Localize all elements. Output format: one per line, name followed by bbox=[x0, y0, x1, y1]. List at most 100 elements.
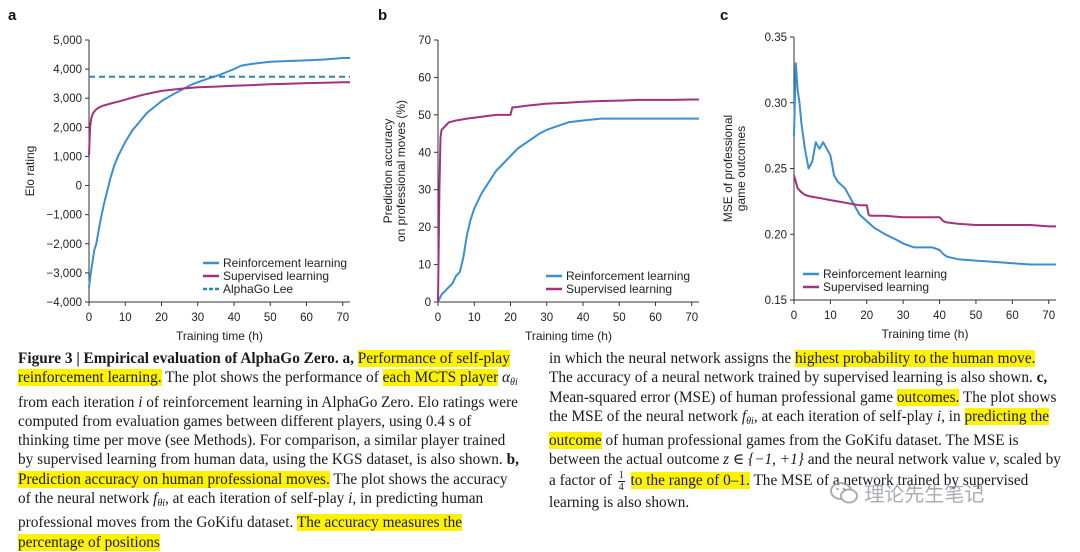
x-tick-label: 40 bbox=[933, 310, 946, 322]
figure-label: Figure 3 | Empirical evaluation of Alpha… bbox=[18, 350, 339, 367]
highlight-prediction-accuracy: Prediction accuracy on human professiona… bbox=[18, 470, 330, 488]
y-tick-label: 1,000 bbox=[53, 151, 82, 163]
symbol-i: i bbox=[348, 490, 353, 508]
symbol-subscript: θi bbox=[510, 377, 518, 389]
caption-text: and the neural network value bbox=[807, 451, 986, 469]
y-axis-label: Prediction accuracy bbox=[381, 119, 395, 224]
caption-text: The plot shows the performance of bbox=[165, 369, 379, 387]
x-tick-label: 10 bbox=[824, 310, 837, 322]
y-axis-label: Elo rating bbox=[23, 146, 37, 197]
caption-text: Mean-squared error (MSE) of human profes… bbox=[549, 388, 894, 406]
x-tick-label: 20 bbox=[860, 310, 873, 322]
highlight-outcomes: outcomes. bbox=[896, 388, 960, 406]
panel-c-ref: c, bbox=[1036, 369, 1048, 387]
symbol-subscript: θi bbox=[746, 415, 754, 427]
highlight-each-mcts-player: each MCTS player bbox=[382, 369, 499, 387]
x-tick-label: 60 bbox=[1006, 310, 1019, 322]
x-tick-label: 0 bbox=[86, 312, 92, 324]
chart-panel-b: b 0 10 20 30 40 50 60 70 0 10 20 30 40 50 60 70 Training … bbox=[378, 7, 699, 343]
x-tick-label: 30 bbox=[897, 310, 910, 322]
x-tick-label: 0 bbox=[435, 312, 441, 324]
caption-text: , at each iteration of self-play bbox=[753, 407, 934, 425]
caption-text: in which the neural network assigns the bbox=[549, 350, 792, 367]
x-tick-label: 10 bbox=[119, 312, 132, 324]
caption-text: , at each iteration of self-play bbox=[165, 490, 345, 508]
x-axis-label: Training time (h) bbox=[525, 329, 612, 343]
caption-text: The plot shows the MSE of the neural net… bbox=[549, 388, 1057, 425]
figure-caption-left-column: Figure 3 | Empirical evaluation of Alpha… bbox=[18, 349, 524, 552]
x-tick-label: 70 bbox=[1042, 310, 1055, 322]
caption-text: The accuracy of a neural network trained… bbox=[549, 369, 1033, 387]
chart-panel-a: a −4,000 −3,000 −2,000 −1,000 0 1,000 2,000 3,00… bbox=[8, 7, 350, 343]
caption-text: from each iteration bbox=[18, 393, 135, 411]
fraction-denominator: 4 bbox=[618, 481, 624, 493]
x-axis-label: Training time (h) bbox=[176, 329, 263, 343]
y-tick-label: 30 bbox=[418, 185, 431, 197]
y-tick-label: −4,000 bbox=[47, 297, 83, 309]
x-tick-label: 20 bbox=[155, 312, 168, 324]
highlight-highest-probability: highest probability to the human move. bbox=[794, 350, 1036, 367]
caption-text: The MSE of a network trained by supervis… bbox=[549, 471, 1029, 511]
y-tick-label: 0.20 bbox=[765, 229, 787, 241]
legend-label: AlphaGo Lee bbox=[223, 282, 293, 296]
x-tick-label: 30 bbox=[540, 312, 553, 324]
chart-panel-c: c 0.15 0.20 0.25 0.30 0.35 0 10 20 30 40 50 60 70 Trai… bbox=[720, 7, 1056, 341]
y-tick-label: 0 bbox=[425, 297, 431, 309]
panel-b-ref: b, bbox=[506, 451, 519, 469]
x-tick-label: 0 bbox=[791, 310, 797, 322]
x-tick-label: 50 bbox=[264, 312, 277, 324]
y-tick-label: 3,000 bbox=[53, 93, 82, 105]
y-tick-label: 50 bbox=[418, 110, 431, 122]
watermark: 理论先生笔记 bbox=[830, 478, 1050, 512]
symbol-v: v bbox=[989, 451, 996, 469]
caption-text: of reinforcement learning in AlphaGo Zer… bbox=[18, 393, 518, 469]
y-tick-label: 10 bbox=[418, 260, 431, 272]
y-tick-label: 20 bbox=[418, 222, 431, 234]
caption-text: , in bbox=[941, 407, 961, 425]
caption-text: The plot shows the accuracy of the neura… bbox=[18, 470, 508, 508]
symbol-alpha: α bbox=[502, 369, 511, 387]
symbol-f: f bbox=[153, 490, 158, 508]
y-tick-label: −2,000 bbox=[47, 239, 83, 251]
x-tick-label: 70 bbox=[336, 312, 349, 324]
y-tick-label: −1,000 bbox=[47, 210, 83, 222]
series-line-reinforcement-learning bbox=[793, 62, 1056, 266]
caption-text: , in predicting human professional moves… bbox=[18, 490, 484, 532]
panel-letter-c: c bbox=[720, 7, 728, 24]
x-tick-label: 20 bbox=[504, 312, 517, 324]
y-tick-label: 0.15 bbox=[765, 295, 787, 307]
legend-label: Supervised learning bbox=[566, 282, 672, 296]
series-line-reinforcement-learning bbox=[437, 117, 699, 303]
y-tick-label: −3,000 bbox=[47, 268, 83, 280]
y-tick-label: 40 bbox=[418, 147, 431, 159]
x-tick-label: 50 bbox=[970, 310, 983, 322]
y-axis-label: MSE of professional bbox=[721, 115, 735, 222]
figure-caption-right-column: in which the neural network assigns the … bbox=[549, 349, 1061, 512]
panel-letter-a: a bbox=[8, 7, 17, 24]
legend-label: Supervised learning bbox=[223, 269, 329, 283]
y-tick-label: 0.35 bbox=[765, 32, 787, 44]
x-tick-label: 70 bbox=[685, 312, 698, 324]
x-tick-label: 40 bbox=[577, 312, 590, 324]
watermark-text: 理论先生笔记 bbox=[864, 482, 985, 506]
series-line-supervised-learning bbox=[793, 174, 1056, 228]
wechat-icon bbox=[830, 481, 858, 503]
x-tick-label: 60 bbox=[300, 312, 313, 324]
panel-letter-b: b bbox=[378, 7, 387, 24]
y-axis-label: on professional moves (%) bbox=[394, 100, 408, 242]
legend-label: Supervised learning bbox=[823, 280, 929, 294]
y-tick-label: 5,000 bbox=[53, 35, 82, 47]
x-tick-label: 40 bbox=[228, 312, 241, 324]
series-line-supervised-learning bbox=[88, 81, 350, 156]
y-tick-label: 0.25 bbox=[765, 164, 787, 176]
y-tick-label: 0.30 bbox=[765, 98, 787, 110]
y-tick-label: 0 bbox=[76, 181, 82, 193]
symbol-subscript: θi bbox=[157, 498, 166, 510]
symbol-z-set: z ∈ {−1, +1} bbox=[723, 451, 804, 469]
series-line-reinforcement-learning bbox=[88, 57, 350, 288]
fraction-numerator: 1 bbox=[617, 469, 625, 482]
figure-3-charts: a −4,000 −3,000 −2,000 −1,000 0 1,000 2,000 3,00… bbox=[8, 7, 1056, 343]
legend-label: Reinforcement learning bbox=[566, 269, 690, 283]
y-tick-label: 4,000 bbox=[53, 64, 82, 76]
